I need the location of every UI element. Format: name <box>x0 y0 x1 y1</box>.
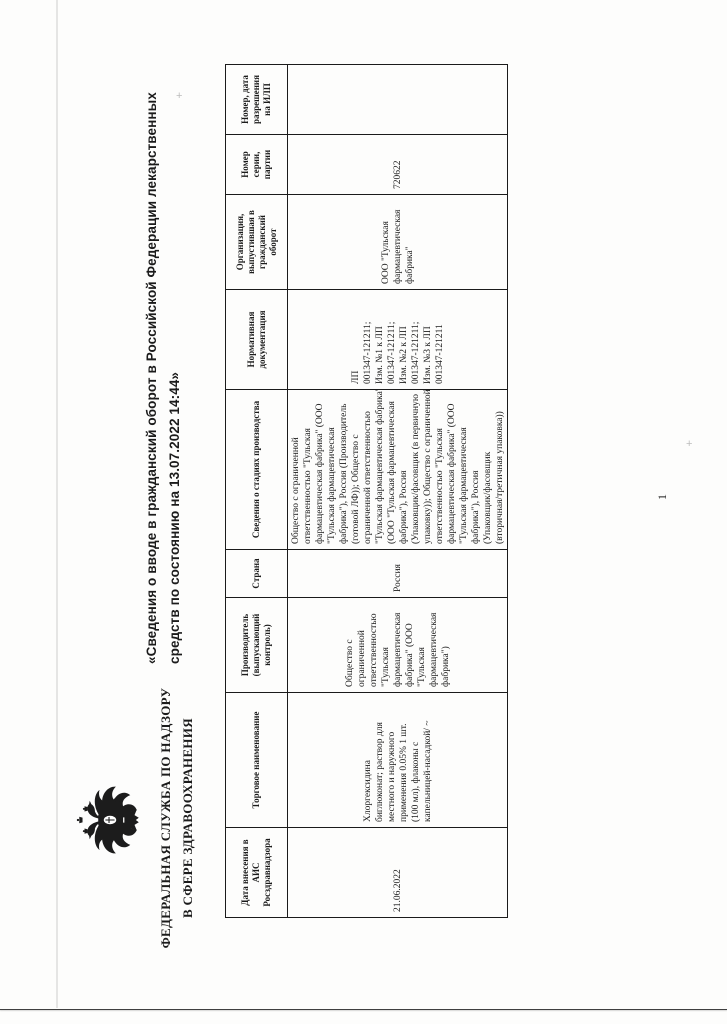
registration-mark-icon: + <box>686 438 693 450</box>
document-title: «Сведения о вводе в гражданский оборот в… <box>144 92 182 664</box>
header-cell-releasing-organization: Организация, выпустившая в гражданский о… <box>226 194 288 289</box>
scan-streak-artifact <box>56 0 58 1008</box>
header-cell-production-stages: Сведения о стадиях производства <box>226 389 288 549</box>
header-cell-manufacturer: Производитель (выпускающий контроль) <box>226 597 288 692</box>
cell-ilp-permit <box>288 64 508 134</box>
cell-date-entered: 21.06.2022 <box>288 827 508 917</box>
header-cell-country: Страна <box>226 549 288 597</box>
cell-batch-number: 720622 <box>288 134 508 194</box>
cell-releasing-organization: ООО "Тульская фармацевтическая фабрика" <box>288 194 508 289</box>
header-cell-regulatory-docs: Нормативная документация <box>226 289 288 389</box>
header-cell-date-entered: Дата внесения в АИС Росздравнадзора <box>226 827 288 917</box>
header-cell-ilp-permit: Номер, дата разрешения на ИЛП <box>226 64 288 134</box>
cell-manufacturer: Общество с ограниченной ответственностью… <box>288 597 508 692</box>
agency-name-line2: В СФЕРЕ ЗДРАВООХРАНЕНИЯ <box>180 718 195 918</box>
header-cell-trade-name: Торговое наименование <box>226 692 288 827</box>
page-number: 1 <box>655 494 669 500</box>
cell-regulatory-docs: ЛП 001347-121211; Изм. №1 к ЛП 001347-12… <box>288 289 508 389</box>
header-cell-batch-number: Номер серии, партии <box>226 134 288 194</box>
cell-trade-name: Хлоргексидина биглюконат; раствор для ме… <box>288 692 508 827</box>
cell-production-stages: Общество с ограниченной ответственностью… <box>288 389 508 549</box>
agency-name-line1: ФЕДЕРАЛЬНАЯ СЛУЖБА ПО НАДЗОРУ <box>158 687 173 949</box>
scan-edge-line-artifact <box>0 1009 727 1010</box>
cell-country: Россия <box>288 549 508 597</box>
double-headed-eagle-icon <box>76 786 139 854</box>
drug-circulation-table: Дата внесения в АИС Росздравнадзора Торг… <box>225 64 508 918</box>
registration-mark-icon: + <box>176 90 183 102</box>
agency-name: ФЕДЕРАЛЬНАЯ СЛУЖБА ПО НАДЗОРУ В СФЕРЕ ЗД… <box>155 666 199 970</box>
